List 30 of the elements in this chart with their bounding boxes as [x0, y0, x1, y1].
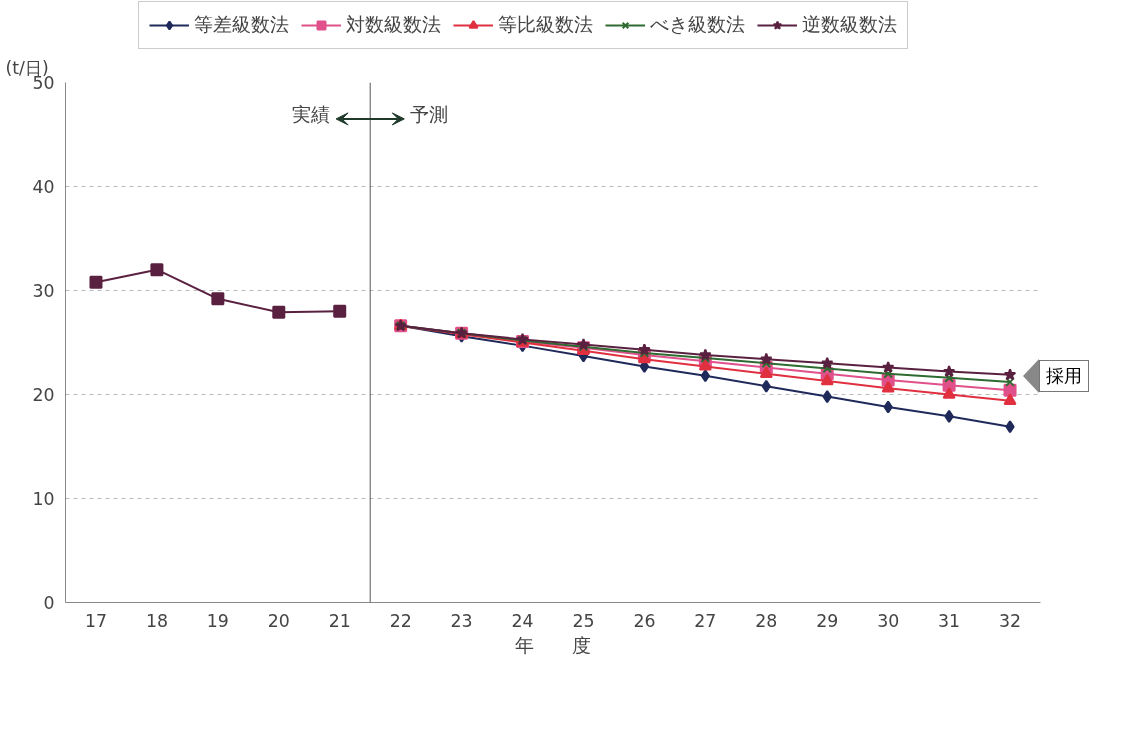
- x-tick-label: 32: [999, 610, 1022, 631]
- x-tick-label: 18: [145, 610, 168, 631]
- x-tick-label: 30: [877, 610, 900, 631]
- annotation: 採用: [1039, 360, 1089, 392]
- x-tick-label: 26: [633, 610, 656, 631]
- annotation: 実績: [292, 103, 331, 125]
- x-tick-label: 24: [511, 610, 534, 631]
- x-tick-label: 31: [938, 610, 961, 631]
- y-tick-label: 10: [32, 489, 55, 509]
- legend-label: 等差級数法: [193, 13, 289, 37]
- annotation: 予測: [410, 103, 449, 125]
- x-axis-title: 年 度: [515, 634, 591, 656]
- x-tick-label: 17: [84, 610, 108, 631]
- y-tick-label: 20: [32, 385, 55, 405]
- x-tick-label: 20: [267, 610, 290, 631]
- y-tick-label: 30: [32, 281, 55, 301]
- x-tick-label: 21: [328, 610, 351, 631]
- x-tick-label: 28: [755, 610, 778, 631]
- x-tick-label: 22: [389, 610, 412, 631]
- x-tick-label: 29: [816, 610, 839, 631]
- x-tick-label: 27: [694, 610, 717, 631]
- legend-label: 等比級数法: [497, 13, 593, 37]
- legend-label: 対数級数法: [345, 13, 441, 37]
- x-tick-label: 19: [206, 610, 229, 631]
- y-tick-label: 40: [32, 177, 55, 197]
- x-tick-label: 25: [572, 610, 595, 631]
- legend-label: 逆数級数法: [801, 13, 897, 37]
- legend-label: べき級数法: [649, 13, 745, 37]
- y-tick-label: 0: [43, 593, 55, 613]
- x-tick-label: 23: [450, 610, 473, 631]
